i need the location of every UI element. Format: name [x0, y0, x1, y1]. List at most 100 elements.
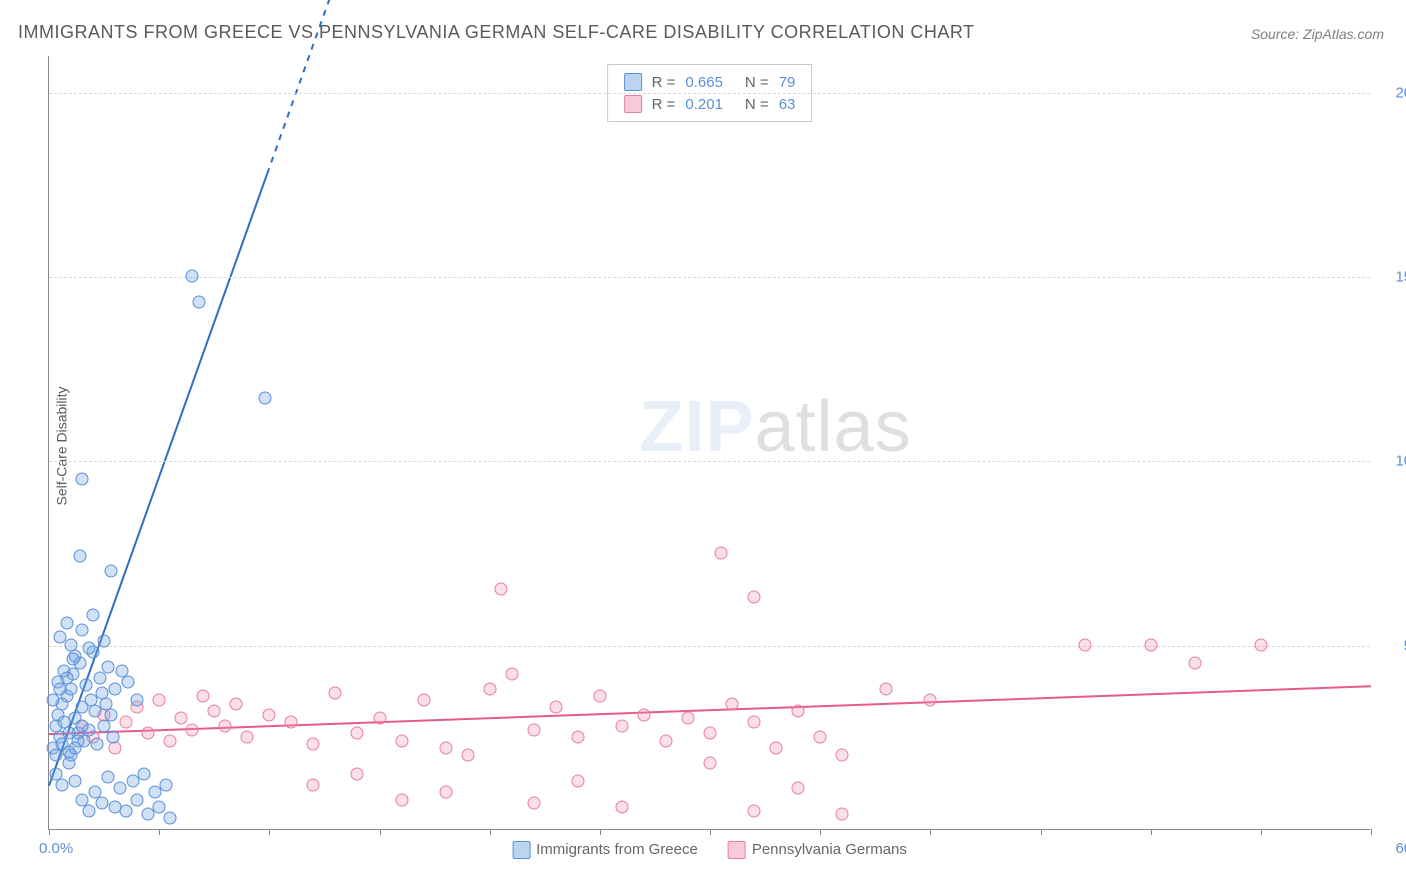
gridline-h [49, 646, 1370, 647]
data-point-penn-german [153, 694, 166, 707]
x-tick [380, 829, 381, 835]
x-tick [1151, 829, 1152, 835]
data-point-greece [192, 295, 205, 308]
data-point-penn-german [792, 705, 805, 718]
data-point-penn-german [395, 734, 408, 747]
data-point-penn-german [726, 697, 739, 710]
legend-label-penn-german: Pennsylvania Germans [752, 841, 907, 858]
data-point-greece [137, 767, 150, 780]
data-point-greece [80, 679, 93, 692]
data-point-penn-german [329, 686, 342, 699]
data-point-penn-german [307, 738, 320, 751]
data-point-penn-german [164, 734, 177, 747]
data-point-penn-german [549, 701, 562, 714]
data-point-greece [186, 270, 199, 283]
data-point-greece [104, 708, 117, 721]
gridline-h [49, 93, 1370, 94]
gridline-h [49, 461, 1370, 462]
data-point-penn-german [1254, 638, 1267, 651]
gridline-h [49, 277, 1370, 278]
data-point-penn-german [307, 778, 320, 791]
source-attribution: Source: ZipAtlas.com [1251, 26, 1384, 42]
data-point-penn-german [615, 719, 628, 732]
data-point-penn-german [263, 708, 276, 721]
x-tick [600, 829, 601, 835]
data-point-greece [82, 804, 95, 817]
x-tick [490, 829, 491, 835]
data-point-greece [131, 793, 144, 806]
data-point-penn-german [527, 723, 540, 736]
data-point-penn-german [395, 793, 408, 806]
data-point-penn-german [880, 682, 893, 695]
data-point-penn-german [527, 797, 540, 810]
data-point-penn-german [637, 708, 650, 721]
data-point-penn-german [593, 690, 606, 703]
data-point-penn-german [186, 723, 199, 736]
data-point-greece [122, 675, 135, 688]
data-point-greece [102, 660, 115, 673]
n-value-penn-german: 63 [779, 96, 796, 113]
data-point-penn-german [351, 727, 364, 740]
data-point-penn-german [659, 734, 672, 747]
data-point-penn-german [483, 682, 496, 695]
x-tick [49, 829, 50, 835]
data-point-greece [106, 730, 119, 743]
data-point-penn-german [715, 546, 728, 559]
x-tick [1041, 829, 1042, 835]
data-point-greece [54, 682, 67, 695]
data-point-penn-german [175, 712, 188, 725]
data-point-greece [56, 738, 69, 751]
data-point-penn-german [241, 730, 254, 743]
data-point-greece [109, 682, 122, 695]
x-tick [820, 829, 821, 835]
data-point-greece [67, 653, 80, 666]
data-point-greece [131, 694, 144, 707]
data-point-greece [91, 738, 104, 751]
data-point-greece [69, 741, 82, 754]
data-point-penn-german [814, 730, 827, 743]
x-tick [710, 829, 711, 835]
data-point-penn-german [748, 716, 761, 729]
data-point-penn-german [208, 705, 221, 718]
legend-swatch-penn-german-bottom [728, 841, 746, 859]
data-point-greece [60, 671, 73, 684]
series-legend: Immigrants from Greece Pennsylvania Germ… [512, 841, 907, 859]
data-point-greece [62, 727, 75, 740]
data-point-greece [98, 635, 111, 648]
data-point-penn-german [439, 741, 452, 754]
data-point-penn-german [704, 756, 717, 769]
data-point-penn-german [439, 786, 452, 799]
n-value-greece: 79 [779, 74, 796, 91]
y-tick-label: 20.0% [1395, 84, 1406, 101]
data-point-greece [49, 749, 62, 762]
data-point-greece [93, 671, 106, 684]
legend-swatch-greece [624, 73, 642, 91]
data-point-greece [73, 550, 86, 563]
x-max-label: 60.0% [1395, 840, 1406, 857]
data-point-penn-german [230, 697, 243, 710]
data-point-penn-german [120, 716, 133, 729]
y-tick-label: 10.0% [1395, 453, 1406, 470]
data-point-penn-german [836, 749, 849, 762]
data-point-greece [104, 565, 117, 578]
data-point-penn-german [836, 808, 849, 821]
data-point-greece [95, 797, 108, 810]
data-point-greece [120, 804, 133, 817]
data-point-greece [47, 694, 60, 707]
data-point-penn-german [109, 741, 122, 754]
data-point-penn-german [681, 712, 694, 725]
x-tick [1371, 829, 1372, 835]
data-point-penn-german [571, 775, 584, 788]
data-point-greece [113, 782, 126, 795]
r-value-greece: 0.665 [685, 74, 723, 91]
data-point-penn-german [351, 767, 364, 780]
data-point-penn-german [571, 730, 584, 743]
data-point-penn-german [770, 741, 783, 754]
data-point-penn-german [1144, 638, 1157, 651]
data-point-penn-german [494, 583, 507, 596]
data-point-greece [56, 778, 69, 791]
data-point-greece [153, 800, 166, 813]
data-point-penn-german [197, 690, 210, 703]
r-value-penn-german: 0.201 [685, 96, 723, 113]
data-point-penn-german [417, 694, 430, 707]
